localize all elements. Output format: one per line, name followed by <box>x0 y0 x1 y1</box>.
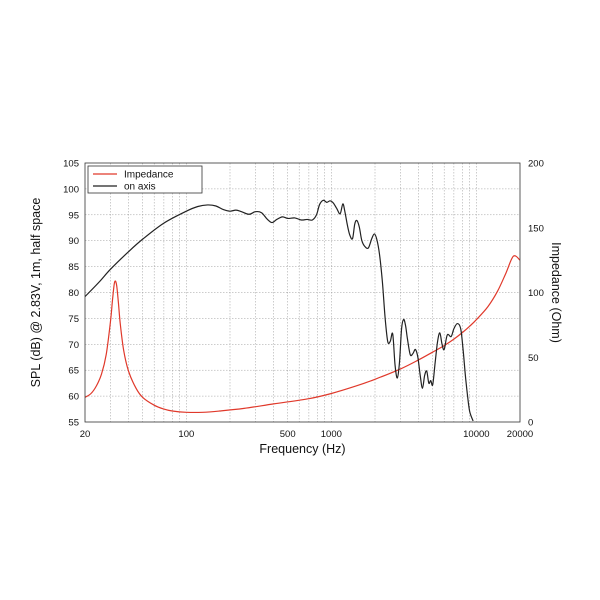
legend-label-impedance: Impedance <box>124 170 174 181</box>
series-line-impedance <box>85 255 520 414</box>
y-right-tick-label: 100 <box>528 288 544 299</box>
series-layer <box>85 199 520 422</box>
plot-frame <box>84 162 521 423</box>
x-tick-label: 100 <box>178 429 194 440</box>
y-left-tick-label: 75 <box>68 314 79 325</box>
y-left-tick-label: 85 <box>68 262 79 273</box>
x-tick-label: 500 <box>280 429 296 440</box>
y-right-tick-label: 50 <box>528 353 539 364</box>
x-tick-label: 10000 <box>463 429 489 440</box>
y-right-tick-label: 0 <box>528 418 533 429</box>
x-tick-label: 20 <box>80 429 91 440</box>
y-axis-left-title: SPL (dB) @ 2.83V, 1m, half space <box>29 198 43 388</box>
y-left-tick-label: 60 <box>68 392 79 403</box>
y-left-tick-label: 105 <box>63 159 79 170</box>
y-left-tick-label: 70 <box>68 340 79 351</box>
x-tick-label: 1000 <box>321 429 342 440</box>
legend-label-on-axis: on axis <box>124 182 156 193</box>
legend: Impedance on axis <box>87 165 203 194</box>
y-right-tick-label: 150 <box>528 223 544 234</box>
x-axis-title: Frequency (Hz) <box>259 442 345 456</box>
y-left-tick-label: 65 <box>68 366 79 377</box>
y-left-tick-label: 95 <box>68 210 79 221</box>
y-left-tick-label: 100 <box>63 184 79 195</box>
legend-box <box>87 165 203 194</box>
y-right-tick-label: 200 <box>528 159 544 170</box>
series-line-on-axis <box>85 199 474 422</box>
y-left-tick-label: 80 <box>68 288 79 299</box>
y-left-tick-label: 90 <box>68 236 79 247</box>
y-axis-right-title: Impedance (Ohm) <box>549 242 563 343</box>
y-left-tick-label: 55 <box>68 418 79 429</box>
x-tick-label: 20000 <box>507 429 533 440</box>
tick-labels: 20 100 500 1000 10000 20000556065707580859095… <box>63 159 544 441</box>
